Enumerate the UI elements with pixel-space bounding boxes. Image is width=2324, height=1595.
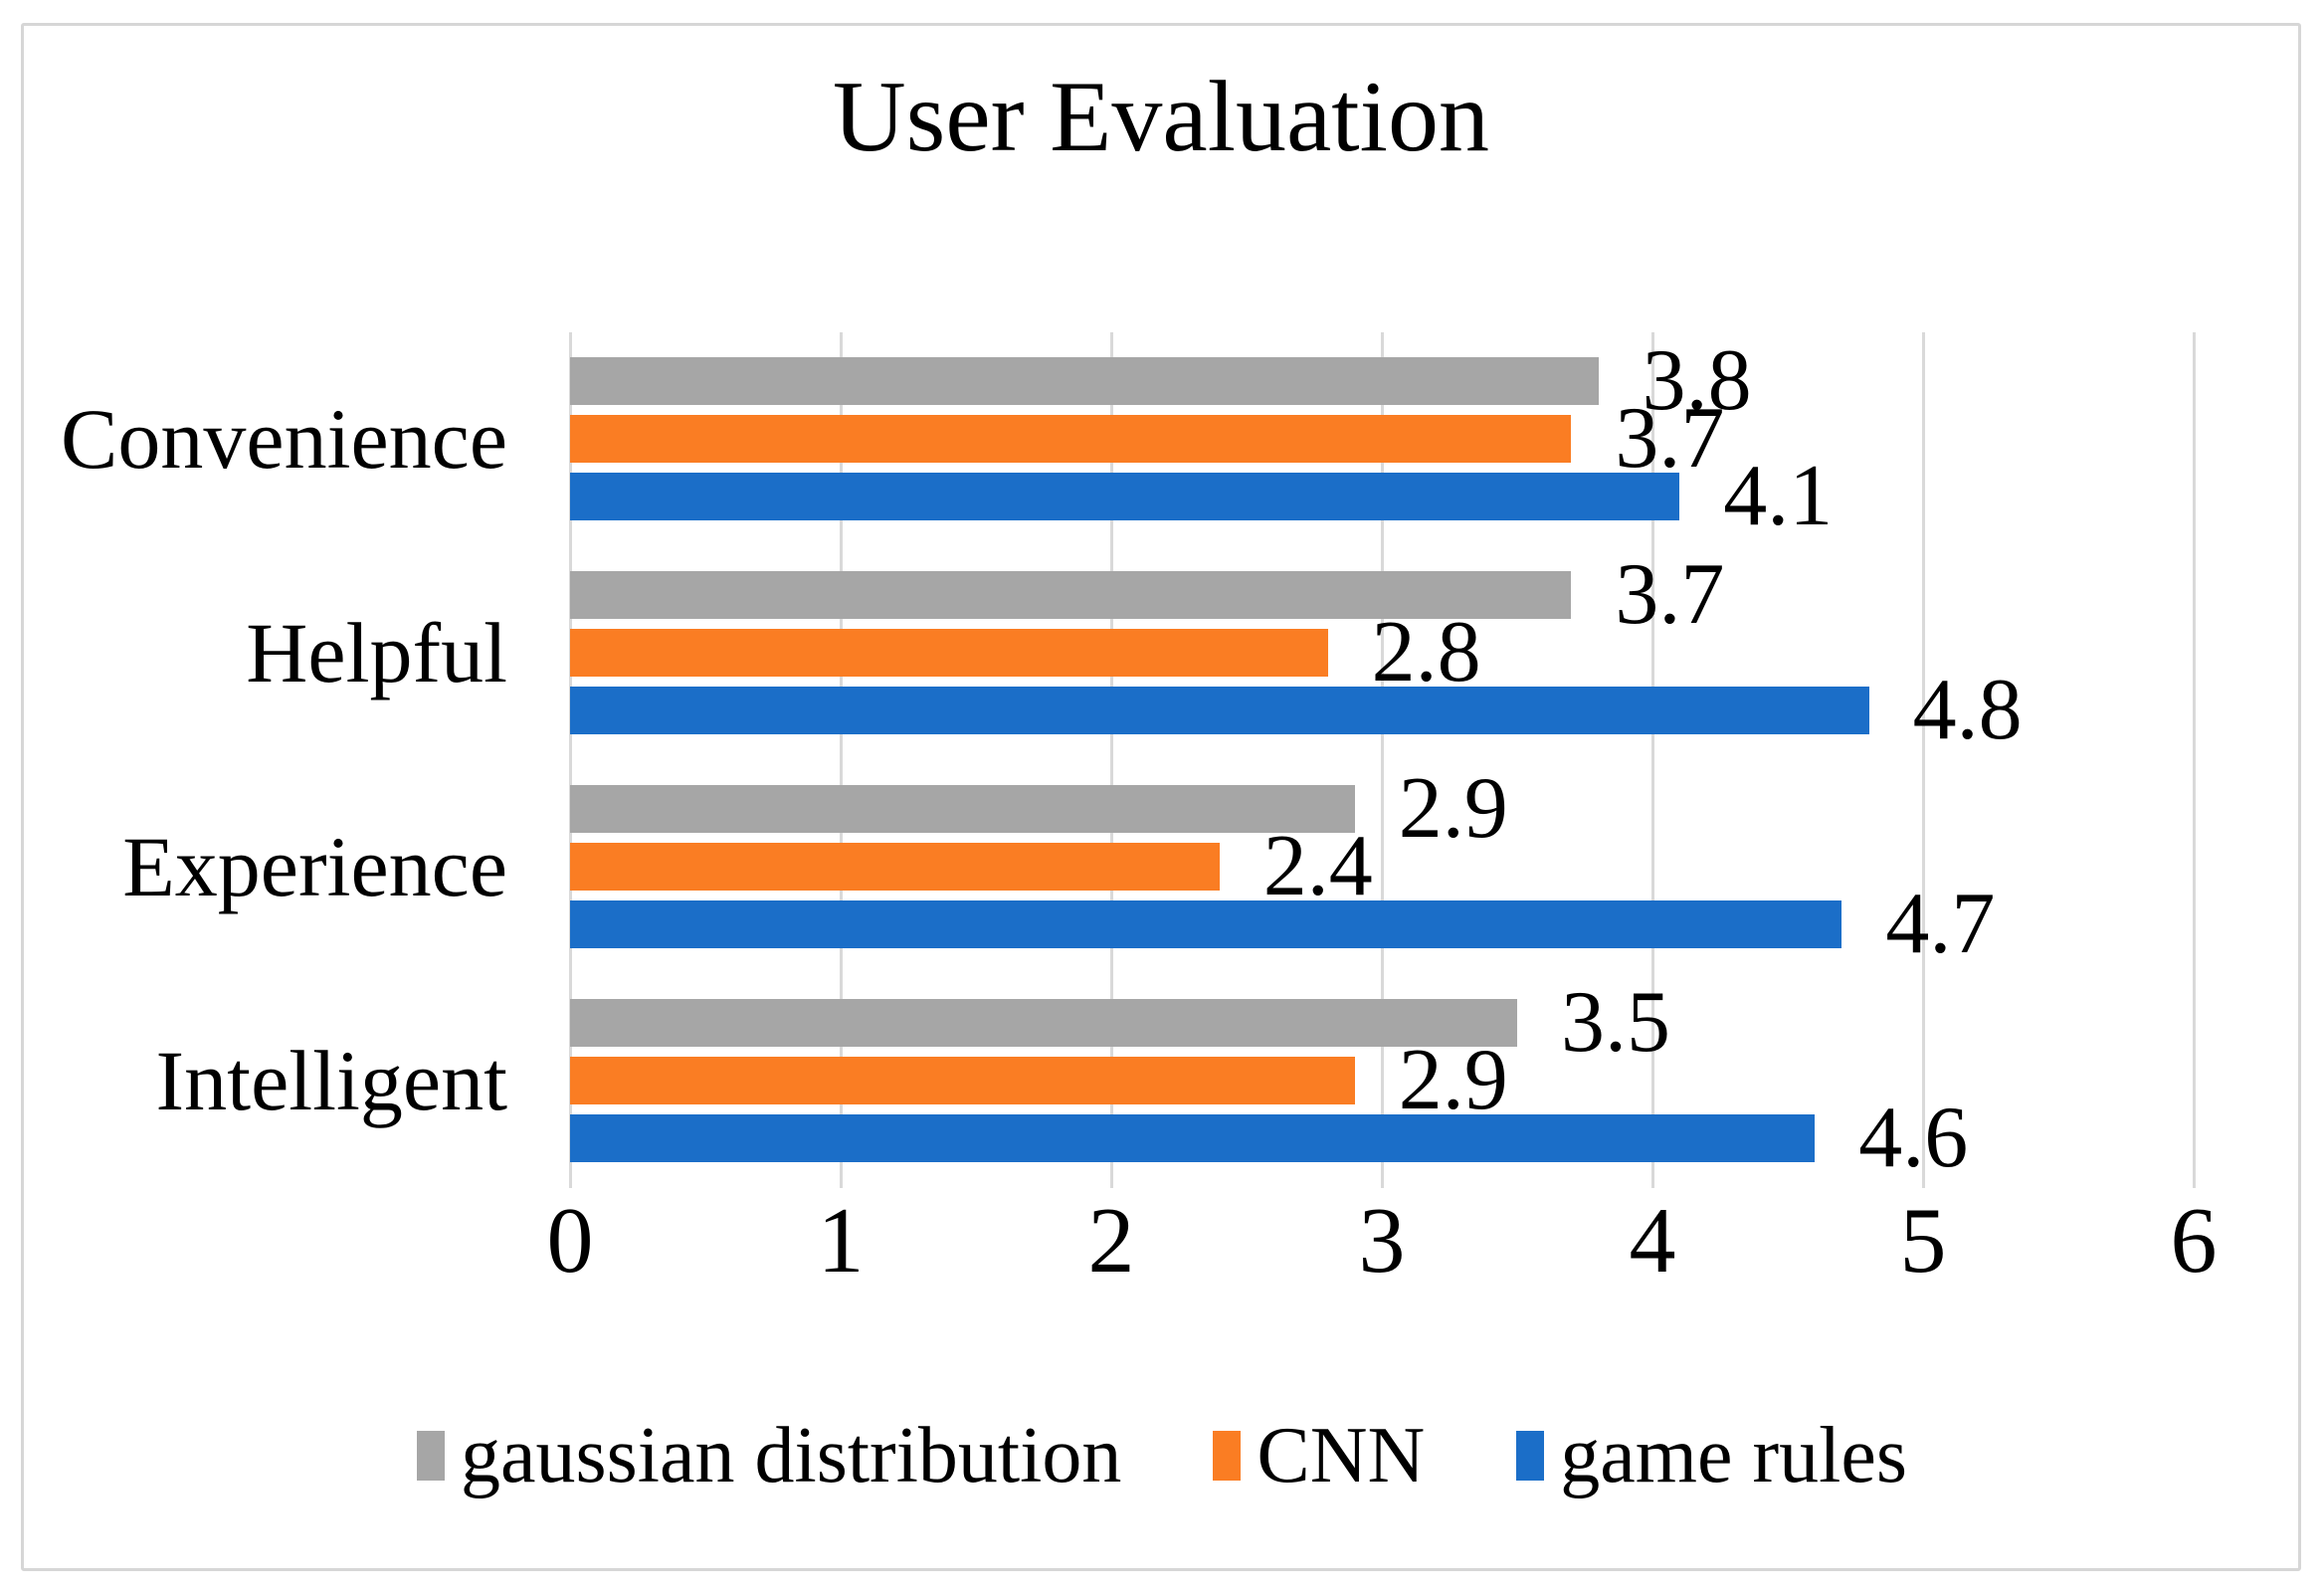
plot-area	[568, 332, 2196, 1188]
bar-game-rules-intelligent	[570, 1114, 1816, 1162]
x-tick-label-6: 6	[2170, 1189, 2218, 1293]
legend-label: game rules	[1560, 1412, 1908, 1499]
legend-label: gaussian distribution	[460, 1412, 1122, 1499]
bar-gaussian-distribution-experience	[570, 785, 1355, 833]
data-label: 4.7	[1885, 876, 1996, 972]
legend-item-CNN: CNN	[1213, 1416, 1425, 1495]
category-label-experience: Experience	[122, 819, 507, 914]
gridline-2	[1109, 332, 1113, 1188]
bar-gaussian-distribution-convenience	[570, 357, 1599, 405]
category-label-intelligent: Intelligent	[155, 1033, 507, 1128]
bar-CNN-convenience	[570, 415, 1572, 463]
gridline-0	[568, 332, 572, 1188]
legend-marker-icon	[1213, 1431, 1242, 1481]
category-label-helpful: Helpful	[246, 605, 507, 700]
bar-CNN-experience	[570, 843, 1220, 891]
gridline-4	[1650, 332, 1654, 1188]
bar-CNN-intelligent	[570, 1057, 1355, 1104]
gridline-6	[2192, 332, 2196, 1188]
data-label: 3.7	[1615, 546, 1725, 643]
data-label: 2.9	[1398, 1032, 1508, 1128]
bar-CNN-helpful	[570, 629, 1328, 677]
bar-game-rules-helpful	[570, 687, 1869, 734]
data-label: 2.9	[1398, 760, 1508, 857]
gridline-1	[839, 332, 843, 1188]
x-tick-label-3: 3	[1358, 1189, 1406, 1293]
legend-marker-icon	[416, 1431, 445, 1481]
legend-label: CNN	[1257, 1412, 1426, 1499]
x-tick-label-2: 2	[1087, 1189, 1135, 1293]
data-label: 3.7	[1615, 390, 1725, 487]
data-label: 4.8	[1912, 662, 2023, 758]
bar-gaussian-distribution-intelligent	[570, 999, 1517, 1047]
x-tick-label-5: 5	[1899, 1189, 1947, 1293]
legend: gaussian distribution CNN game rules	[0, 1391, 2324, 1520]
chart-title: User Evaluation	[833, 61, 1489, 173]
gridline-5	[1921, 332, 1925, 1188]
data-label: 2.4	[1262, 818, 1373, 914]
data-label: 4.6	[1858, 1090, 1969, 1186]
bar-game-rules-convenience	[570, 473, 1680, 520]
data-label: 3.8	[1642, 332, 1752, 429]
x-tick-label-4: 4	[1629, 1189, 1676, 1293]
data-label: 3.5	[1561, 974, 1670, 1071]
legend-item-game-rules: game rules	[1516, 1416, 1907, 1495]
x-tick-label-0: 0	[546, 1189, 594, 1293]
gridline-3	[1380, 332, 1384, 1188]
bar-game-rules-experience	[570, 900, 1842, 948]
x-tick-label-1: 1	[817, 1189, 865, 1293]
bar-gaussian-distribution-helpful	[570, 571, 1572, 619]
legend-marker-icon	[1516, 1431, 1545, 1481]
data-label: 4.1	[1723, 448, 1834, 544]
category-label-convenience: Convenience	[61, 391, 507, 487]
data-label: 2.8	[1371, 604, 1481, 700]
legend-item-gaussian-distribution: gaussian distribution	[416, 1412, 1122, 1499]
